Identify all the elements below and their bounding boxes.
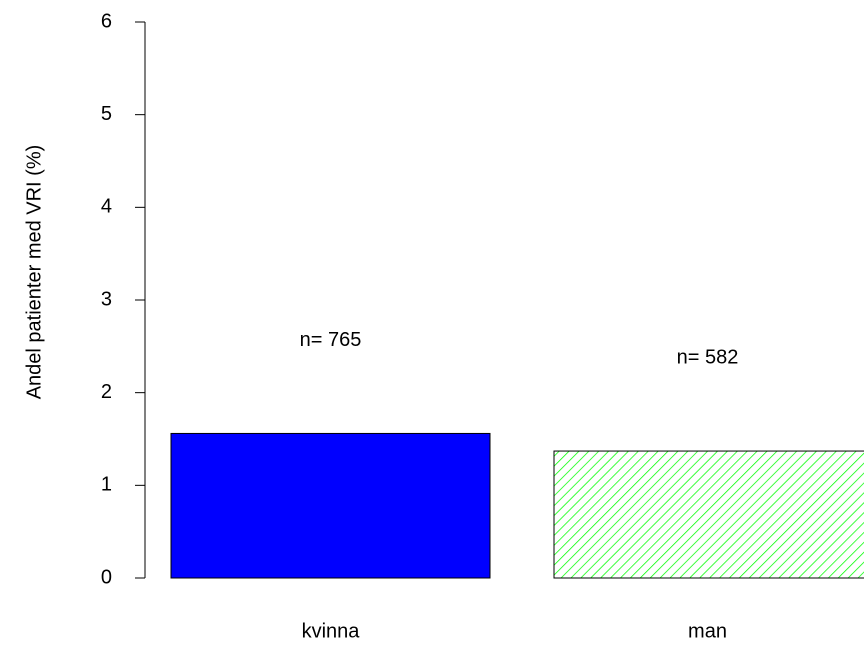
y-tick-label: 1	[101, 474, 112, 496]
y-axis-label: Andel patienter med VRI (%)	[23, 145, 45, 400]
y-tick-label: 6	[101, 10, 112, 32]
x-tick-label: man	[688, 620, 727, 642]
y-tick-label: 4	[101, 196, 112, 218]
y-tick-label: 2	[101, 381, 112, 403]
bar-annotation: n= 582	[677, 347, 739, 369]
bar-annotation: n= 765	[300, 329, 362, 351]
y-tick-label: 5	[101, 103, 112, 125]
x-tick-label: kvinna	[302, 620, 361, 642]
bar	[170, 432, 491, 579]
y-tick-label: 0	[101, 566, 112, 588]
y-tick-label: 3	[101, 288, 112, 310]
bar	[553, 450, 864, 579]
